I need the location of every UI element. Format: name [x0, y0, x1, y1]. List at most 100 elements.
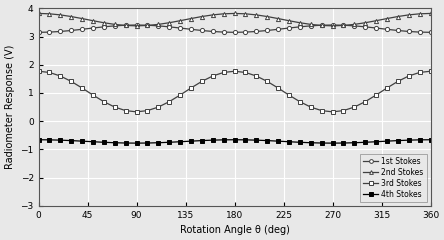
2nd Stokes	[417, 12, 422, 15]
4th Stokes	[254, 139, 259, 142]
2nd Stokes	[341, 24, 346, 27]
1st Stokes	[417, 31, 422, 34]
1st Stokes	[79, 28, 85, 31]
3rd Stokes	[275, 87, 281, 90]
1st Stokes	[134, 24, 139, 26]
2nd Stokes	[308, 23, 313, 26]
3rd Stokes	[178, 94, 183, 96]
2nd Stokes	[221, 12, 226, 15]
1st Stokes	[330, 24, 335, 26]
1st Stokes	[406, 30, 412, 33]
2nd Stokes	[58, 13, 63, 16]
4th Stokes	[145, 142, 150, 144]
3rd Stokes	[362, 100, 368, 103]
4th Stokes	[79, 140, 85, 143]
3rd Stokes	[330, 110, 335, 113]
1st Stokes	[47, 31, 52, 34]
1st Stokes	[178, 27, 183, 30]
4th Stokes	[188, 140, 194, 143]
3rd Stokes	[373, 94, 379, 96]
4th Stokes	[395, 139, 400, 142]
1st Stokes	[68, 29, 74, 32]
4th Stokes	[373, 140, 379, 143]
4th Stokes	[406, 139, 412, 142]
1st Stokes	[36, 31, 41, 34]
3rd Stokes	[308, 106, 313, 108]
1st Stokes	[199, 29, 205, 32]
2nd Stokes	[373, 19, 379, 22]
1st Stokes	[101, 25, 107, 28]
2nd Stokes	[145, 24, 150, 27]
2nd Stokes	[243, 12, 248, 15]
2nd Stokes	[254, 13, 259, 16]
4th Stokes	[36, 138, 41, 141]
4th Stokes	[265, 139, 270, 142]
4th Stokes	[58, 139, 63, 142]
1st Stokes	[254, 30, 259, 33]
2nd Stokes	[395, 15, 400, 18]
1st Stokes	[275, 28, 281, 31]
4th Stokes	[112, 141, 117, 144]
2nd Stokes	[210, 13, 215, 16]
4th Stokes	[308, 141, 313, 144]
1st Stokes	[232, 31, 237, 34]
3rd Stokes	[319, 109, 324, 112]
4th Stokes	[156, 141, 161, 144]
1st Stokes	[123, 24, 128, 27]
4th Stokes	[428, 138, 433, 141]
2nd Stokes	[123, 24, 128, 27]
Y-axis label: Radiometer Response (V): Radiometer Response (V)	[5, 45, 15, 169]
3rd Stokes	[297, 100, 302, 103]
2nd Stokes	[297, 21, 302, 24]
3rd Stokes	[265, 80, 270, 83]
2nd Stokes	[385, 17, 390, 20]
4th Stokes	[68, 139, 74, 142]
4th Stokes	[352, 141, 357, 144]
1st Stokes	[341, 24, 346, 27]
1st Stokes	[297, 25, 302, 28]
3rd Stokes	[395, 80, 400, 83]
3rd Stokes	[254, 75, 259, 78]
X-axis label: Rotation Angle θ (deg): Rotation Angle θ (deg)	[179, 225, 289, 235]
2nd Stokes	[275, 17, 281, 20]
3rd Stokes	[210, 75, 215, 78]
4th Stokes	[123, 142, 128, 144]
1st Stokes	[265, 29, 270, 32]
4th Stokes	[101, 141, 107, 144]
1st Stokes	[385, 28, 390, 31]
2nd Stokes	[178, 19, 183, 22]
3rd Stokes	[428, 70, 433, 73]
4th Stokes	[319, 142, 324, 144]
1st Stokes	[166, 25, 172, 28]
1st Stokes	[210, 30, 215, 33]
2nd Stokes	[36, 12, 41, 15]
1st Stokes	[352, 24, 357, 27]
3rd Stokes	[199, 80, 205, 83]
2nd Stokes	[352, 23, 357, 26]
2nd Stokes	[406, 13, 412, 16]
3rd Stokes	[79, 87, 85, 90]
Line: 4th Stokes: 4th Stokes	[36, 138, 432, 145]
2nd Stokes	[90, 19, 95, 22]
4th Stokes	[178, 140, 183, 143]
1st Stokes	[90, 27, 95, 30]
2nd Stokes	[68, 15, 74, 18]
2nd Stokes	[188, 17, 194, 20]
Legend: 1st Stokes, 2nd Stokes, 3rd Stokes, 4th Stokes: 1st Stokes, 2nd Stokes, 3rd Stokes, 4th …	[360, 154, 427, 202]
3rd Stokes	[286, 94, 292, 96]
3rd Stokes	[47, 71, 52, 74]
3rd Stokes	[232, 70, 237, 73]
3rd Stokes	[145, 109, 150, 112]
1st Stokes	[58, 30, 63, 33]
3rd Stokes	[36, 70, 41, 73]
2nd Stokes	[112, 23, 117, 26]
2nd Stokes	[47, 12, 52, 15]
1st Stokes	[145, 24, 150, 27]
2nd Stokes	[232, 12, 237, 15]
1st Stokes	[221, 31, 226, 34]
2nd Stokes	[199, 15, 205, 18]
3rd Stokes	[417, 71, 422, 74]
Line: 1st Stokes: 1st Stokes	[36, 23, 432, 34]
1st Stokes	[156, 24, 161, 27]
1st Stokes	[362, 25, 368, 28]
